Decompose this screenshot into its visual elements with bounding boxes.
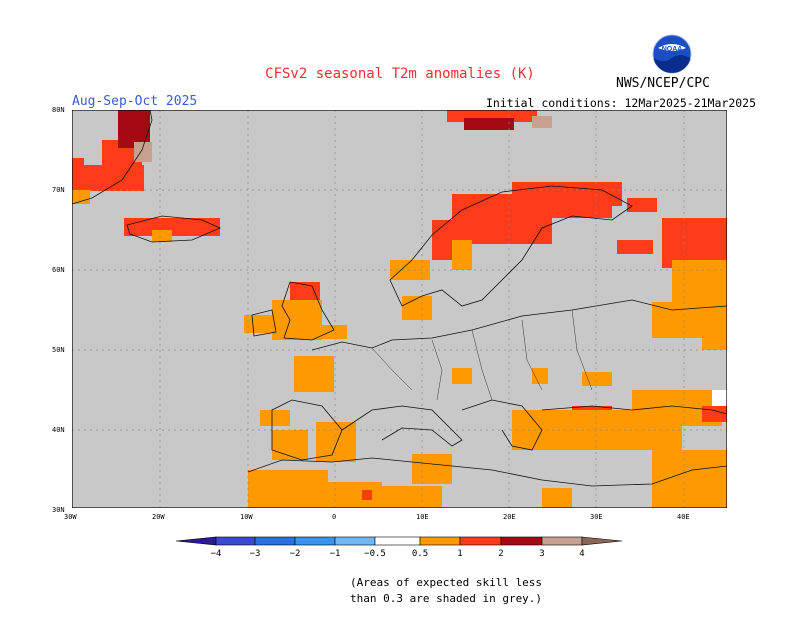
anom-iceland (124, 218, 220, 242)
period-label: Aug-Sep-Oct 2025 (72, 94, 198, 109)
footnote-line-1: (Areas of expected skill less (350, 576, 543, 589)
anom-britain (244, 282, 347, 340)
cb-tick-m05: −0.5 (364, 549, 386, 558)
lon-label-30e: 30E (590, 513, 603, 521)
noaa-logo: NOAA (652, 34, 692, 74)
anomaly-map (71, 109, 728, 509)
anom-greenland (72, 110, 152, 204)
cb-tick-m3: −3 (250, 549, 261, 558)
lat-label-70n: 70N (52, 186, 65, 194)
cb-tick-p05: 0.5 (412, 549, 428, 558)
lon-label-10w: 10W (240, 513, 253, 521)
lon-label-20w: 20W (152, 513, 165, 521)
footnote-line-2: than 0.3 are shaded in grey.) (350, 592, 543, 605)
logo-text: NOAA (662, 46, 683, 53)
cb-tick-m1: −1 (330, 549, 341, 558)
anom-north-africa (248, 450, 727, 508)
colorbar: −4 −3 −2 −1 −0.5 0.5 1 2 3 4 (170, 530, 630, 559)
cb-tick-m2: −2 (290, 549, 301, 558)
cb-tick-p1: 1 (457, 549, 462, 558)
cb-tick-p2: 2 (498, 549, 503, 558)
cb-tick-m4: −4 (211, 549, 222, 558)
anom-east-russia (617, 218, 727, 350)
lon-label-10e: 10E (416, 513, 429, 521)
agency-label: NWS/NCEP/CPC (616, 76, 710, 91)
cb-tick-p3: 3 (539, 549, 544, 558)
lon-label-30w: 30W (64, 513, 77, 521)
chart-title: CFSv2 seasonal T2m anomalies (K) (265, 66, 535, 82)
anom-svalbard (447, 110, 552, 130)
lon-label-40e: 40E (677, 513, 690, 521)
anom-west-europe (260, 356, 356, 462)
lat-label-50n: 50N (52, 346, 65, 354)
lon-label-0: 0 (332, 513, 337, 521)
lat-label-30n: 30N (52, 506, 65, 514)
footnote: (Areas of expected skill less than 0.3 a… (350, 575, 542, 607)
anom-scandinavia (390, 182, 657, 320)
initial-conditions-label: Initial conditions: 12Mar2025-21Mar2025 (486, 96, 757, 110)
lat-label-60n: 60N (52, 266, 65, 274)
lat-label-80n: 80N (52, 106, 65, 114)
cb-tick-p4: 4 (579, 549, 584, 558)
lon-label-20e: 20E (503, 513, 516, 521)
lat-label-40n: 40N (52, 426, 65, 434)
